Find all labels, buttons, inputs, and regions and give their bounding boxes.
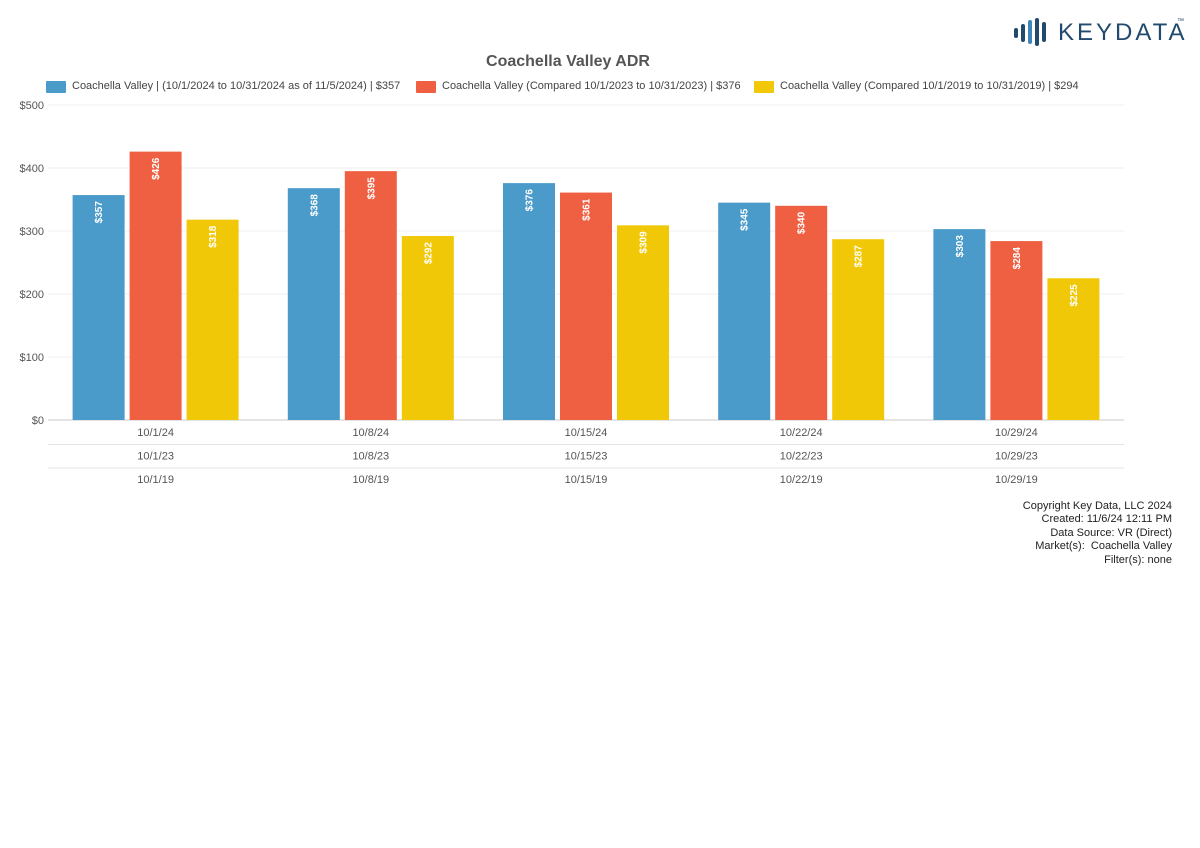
footer-markets: Market(s): Coachella Valley: [1035, 540, 1172, 553]
y-tick-label: $400: [20, 163, 44, 175]
bar-data-label: $340: [797, 211, 808, 234]
x-tick-label: 10/1/19: [137, 474, 174, 486]
bar-data-label: $284: [1012, 247, 1023, 270]
y-tick-label: $200: [20, 289, 44, 301]
x-tick-label: 10/15/23: [565, 451, 608, 463]
footer-data-source: Data Source: VR (Direct): [1050, 526, 1172, 539]
y-tick-label: $500: [20, 100, 44, 112]
bar-data-label: $426: [151, 157, 162, 180]
bar-data-label: $309: [639, 231, 650, 254]
bar-data-label: $357: [94, 201, 105, 224]
x-tick-label: 10/29/23: [995, 451, 1038, 463]
keydata-bars-icon: [1014, 18, 1046, 46]
bar-data-label: $292: [423, 242, 434, 265]
bar-data-label: $395: [366, 177, 377, 200]
bar-data-label: $303: [955, 235, 966, 258]
y-tick-label: $0: [32, 415, 44, 427]
x-tick-label: 10/15/19: [565, 474, 608, 486]
x-tick-label: 10/22/23: [780, 451, 823, 463]
y-tick-label: $100: [20, 352, 44, 364]
y-tick-label: $300: [20, 226, 44, 238]
bar[interactable]: [344, 171, 397, 420]
bar[interactable]: [617, 225, 669, 420]
logo-wordmark: KEYDATA: [1058, 19, 1188, 46]
x-tick-label: 10/22/24: [780, 427, 823, 439]
logo-trademark: ™: [1177, 18, 1184, 25]
bar-data-label: $225: [1069, 284, 1080, 307]
bar[interactable]: [503, 183, 555, 420]
footer-filters: Filter(s): none: [1104, 553, 1172, 566]
legend-label-2024: Coachella Valley | (10/1/2024 to 10/31/2…: [72, 80, 401, 92]
legend-label-2023: Coachella Valley (Compared 10/1/2023 to …: [442, 80, 741, 92]
x-tick-label: 10/29/24: [995, 427, 1038, 439]
bar[interactable]: [990, 241, 1043, 420]
x-tick-label: 10/22/19: [780, 474, 823, 486]
bar-data-label: $345: [740, 208, 751, 231]
report-footer: Copyright Key Data, LLC 2024 Created: 11…: [1023, 500, 1172, 567]
bar[interactable]: [72, 195, 125, 420]
bar-data-label: $368: [309, 194, 320, 217]
bar[interactable]: [775, 205, 828, 420]
bar-chart: $0 $100 $200 $300 $400 $500 $357 $368 $376 $345 $3…: [20, 100, 1124, 486]
bar[interactable]: [186, 219, 239, 420]
bar-data-label: $376: [525, 189, 536, 212]
keydata-logo: KEYDATA ™: [1012, 14, 1192, 50]
bar[interactable]: [832, 239, 885, 420]
chart-title: Coachella Valley ADR: [486, 53, 650, 70]
bar[interactable]: [287, 188, 340, 420]
bar[interactable]: [129, 151, 182, 420]
x-tick-label: 10/8/19: [352, 474, 389, 486]
x-tick-label: 10/29/19: [995, 474, 1038, 486]
bar[interactable]: [560, 192, 612, 420]
bar[interactable]: [933, 229, 986, 420]
bar-data-label: $318: [208, 225, 219, 248]
chart-legend: Coachella Valley | (10/1/2024 to 10/31/2…: [46, 79, 1146, 97]
x-tick-label: 10/8/24: [352, 427, 389, 439]
bar[interactable]: [718, 202, 771, 420]
bar[interactable]: [1047, 278, 1100, 420]
x-tick-label: 10/8/23: [352, 451, 389, 463]
legend-label-2019: Coachella Valley (Compared 10/1/2019 to …: [780, 80, 1079, 92]
bar-data-label: $287: [854, 245, 865, 268]
legend-swatch-2019: [754, 81, 774, 93]
x-tick-label: 10/1/23: [137, 451, 174, 463]
bar[interactable]: [401, 236, 454, 420]
footer-copyright: Copyright Key Data, LLC 2024: [1022, 500, 1172, 512]
x-tick-label: 10/15/24: [565, 427, 608, 439]
legend-swatch-2023: [416, 81, 436, 93]
footer-created: Created: 11/6/24 12:11 PM: [1041, 513, 1172, 526]
bar-data-label: $361: [582, 198, 593, 221]
x-tick-label: 10/1/24: [137, 427, 174, 439]
legend-swatch-2024: [46, 81, 66, 93]
